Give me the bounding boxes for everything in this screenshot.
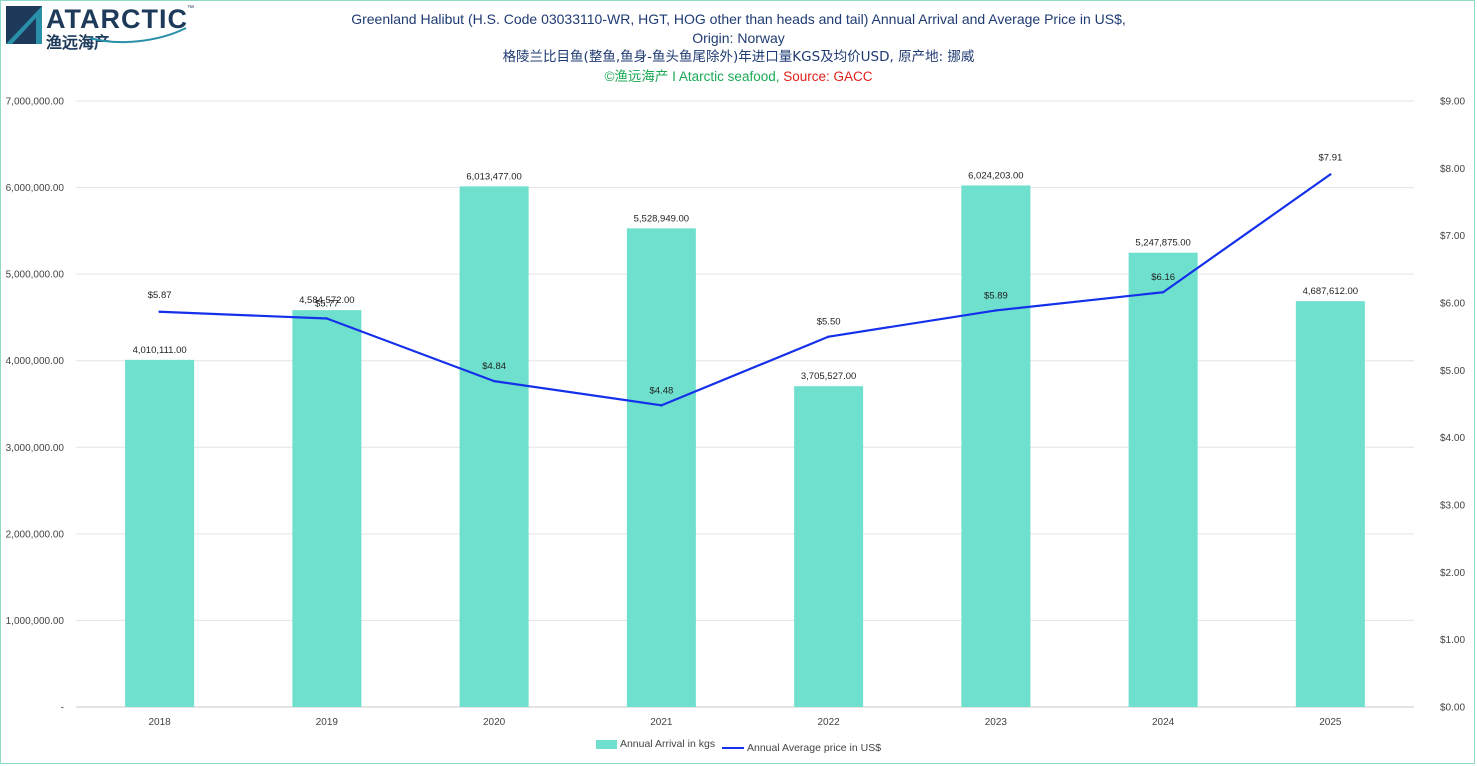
chart-legend: Annual Arrival in kgs Annual Average pri… (0, 738, 1477, 754)
bar-data-label: 4,584,572.00 (299, 295, 354, 306)
price-data-label: $5.87 (148, 290, 172, 301)
y-right-tick-label: $6.00 (1440, 299, 1465, 310)
bar-2018 (125, 359, 195, 707)
x-tick-label: 2022 (818, 717, 841, 728)
price-data-label: $4.84 (482, 361, 506, 372)
bar-data-label: 4,687,612.00 (1303, 286, 1358, 297)
chart-title-chinese: 格陵兰比目鱼(整鱼,鱼身-鱼头鱼尾除外)年进口量KGS及均价USD, 原产地: … (502, 49, 975, 65)
bar-2021 (626, 228, 696, 707)
x-tick-label: 2024 (1152, 717, 1175, 728)
price-point-2024 (1161, 291, 1165, 294)
right-axis: $0.00 $1.00 $2.00 $3.00 $4.00 $5.00 $6.00 $7.00… (1440, 97, 1465, 714)
y-left-tick-label: 7,000,000.00 (6, 97, 65, 108)
price-point-2023 (994, 309, 998, 312)
y-left-tick-label: 1,000,000.00 (6, 616, 65, 627)
bar-2019 (292, 310, 362, 707)
y-left-tick-label: 4,000,000.00 (6, 356, 65, 367)
legend-label-bar: Annual Arrival in kgs (619, 738, 716, 750)
chart-subtitle-origin: Origin: Norway (692, 30, 785, 46)
price-point-2020 (492, 379, 496, 383)
x-tick-label: 2018 (149, 717, 172, 728)
bar-data-label: 5,247,875.00 (1135, 238, 1190, 249)
y-left-tick-label: - (61, 703, 64, 714)
price-point-2018 (158, 310, 161, 313)
y-right-tick-label: $1.00 (1440, 635, 1465, 646)
legend-item-line: Annual Average price in US$ (722, 742, 881, 754)
y-right-tick-label: $7.00 (1440, 231, 1465, 242)
chart-title: Greenland Halibut (H.S. Code 03033110-WR… (351, 11, 1126, 27)
y-right-tick-label: $0.00 (1440, 703, 1465, 714)
credit-line: ©渔远海产 I Atarctic seafood, Source: GACC (300, 67, 1177, 86)
bar-data-label: 3,705,527.00 (801, 371, 856, 382)
bar-2020 (459, 186, 529, 707)
logo-mark-icon (6, 6, 42, 44)
logo-wave-icon (89, 27, 187, 44)
logo-trademark: ™ (187, 5, 194, 12)
logo-wordmark: ATARCTIC (46, 4, 188, 34)
bar-2025 (1295, 301, 1365, 707)
atarctic-logo: ATARCTIC ™ 渔远海产 (6, 4, 206, 52)
bar-data-label: 5,528,949.00 (634, 213, 689, 224)
price-data-label: $5.89 (984, 290, 1008, 301)
line-series: 4,010,111.00 4,584,572.00 6,013,477.00 5,52… (133, 152, 1358, 407)
price-data-label: $5.77 (315, 298, 339, 309)
y-right-tick-label: $9.00 (1440, 97, 1465, 108)
bar-data-label: 6,024,203.00 (968, 170, 1023, 181)
price-data-label: $5.50 (817, 317, 841, 328)
y-right-tick-label: $8.00 (1440, 164, 1465, 175)
price-point-2021 (660, 404, 663, 407)
y-left-tick-label: 6,000,000.00 (6, 183, 65, 194)
x-tick-label: 2019 (316, 717, 339, 728)
price-data-label: $6.16 (1151, 272, 1175, 283)
y-right-tick-label: $3.00 (1440, 501, 1465, 512)
bar-series (125, 185, 1365, 707)
logo-chinese-name: 渔远海产 (46, 33, 111, 52)
y-right-tick-label: $5.00 (1440, 366, 1465, 377)
chart-title-block: Greenland Halibut (H.S. Code 03033110-WR… (300, 10, 1177, 86)
bar-2022 (794, 386, 864, 707)
x-tick-label: 2023 (985, 717, 1008, 728)
source-text: Source: GACC (783, 69, 873, 84)
legend-swatch-line (722, 746, 744, 749)
legend-item-bar: Annual Arrival in kgs (595, 738, 716, 750)
x-axis: 2018 2019 2020 2021 2022 2023 2024 2025 (149, 717, 1342, 728)
bar-2024 (1128, 252, 1198, 707)
y-right-tick-label: $4.00 (1440, 433, 1465, 444)
x-tick-label: 2025 (1319, 717, 1342, 728)
legend-swatch-bar (595, 739, 617, 749)
y-right-tick-label: $2.00 (1440, 568, 1465, 579)
y-left-tick-label: 3,000,000.00 (6, 443, 65, 454)
price-data-label: $7.91 (1318, 152, 1342, 163)
y-left-tick-label: 2,000,000.00 (6, 529, 65, 540)
bar-2023 (961, 185, 1031, 707)
credit-text: ©渔远海产 I Atarctic seafood, (604, 69, 784, 84)
legend-label-line: Annual Average price in US$ (747, 741, 882, 754)
price-point-2025 (1329, 173, 1332, 176)
bar-data-label: 4,010,111.00 (133, 345, 187, 356)
x-tick-label: 2020 (483, 717, 506, 728)
price-data-label: $4.48 (649, 385, 673, 396)
combo-chart: - 1,000,000.00 2,000,000.00 3,000,000.00 4,0… (6, 97, 1466, 729)
left-axis: - 1,000,000.00 2,000,000.00 3,000,000.00 4,0… (6, 97, 65, 714)
bar-data-label: 6,013,477.00 (466, 171, 521, 182)
y-left-tick-label: 5,000,000.00 (6, 270, 65, 281)
price-point-2022 (827, 335, 830, 338)
x-tick-label: 2021 (650, 717, 673, 728)
gridlines (76, 100, 1414, 708)
price-point-2019 (325, 317, 329, 320)
price-line (159, 173, 1332, 407)
